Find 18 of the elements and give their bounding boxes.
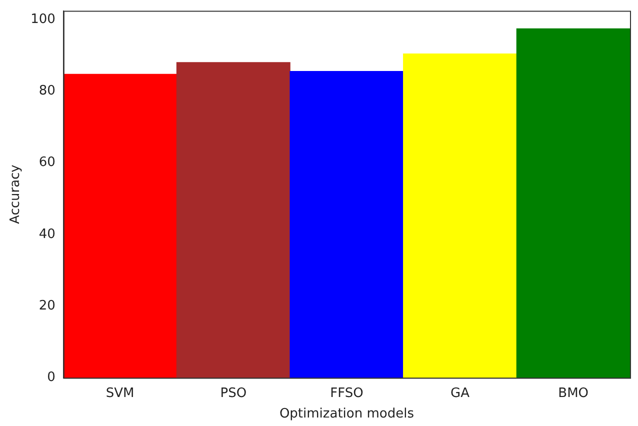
y-tick-label: 80 xyxy=(38,83,56,98)
x-tick-label: FFSO xyxy=(330,386,364,401)
y-axis-title: Accuracy xyxy=(8,164,24,224)
bar xyxy=(290,71,404,378)
y-tick-label: 100 xyxy=(30,12,56,27)
y-tick-label: 60 xyxy=(38,155,56,170)
y-tick-label: 0 xyxy=(47,370,56,386)
x-tick-label: BMO xyxy=(558,386,589,401)
bar xyxy=(176,62,290,378)
y-tick-label: 20 xyxy=(38,298,56,314)
bar xyxy=(403,53,518,378)
y-tick-label: 40 xyxy=(38,226,56,242)
x-tick-label: PSO xyxy=(220,386,247,401)
x-axis-title: Optimization models xyxy=(279,406,414,422)
x-tick-label: GA xyxy=(450,386,470,401)
x-tick-label: SVM xyxy=(106,386,134,401)
bar xyxy=(63,74,178,378)
bar xyxy=(516,28,630,378)
